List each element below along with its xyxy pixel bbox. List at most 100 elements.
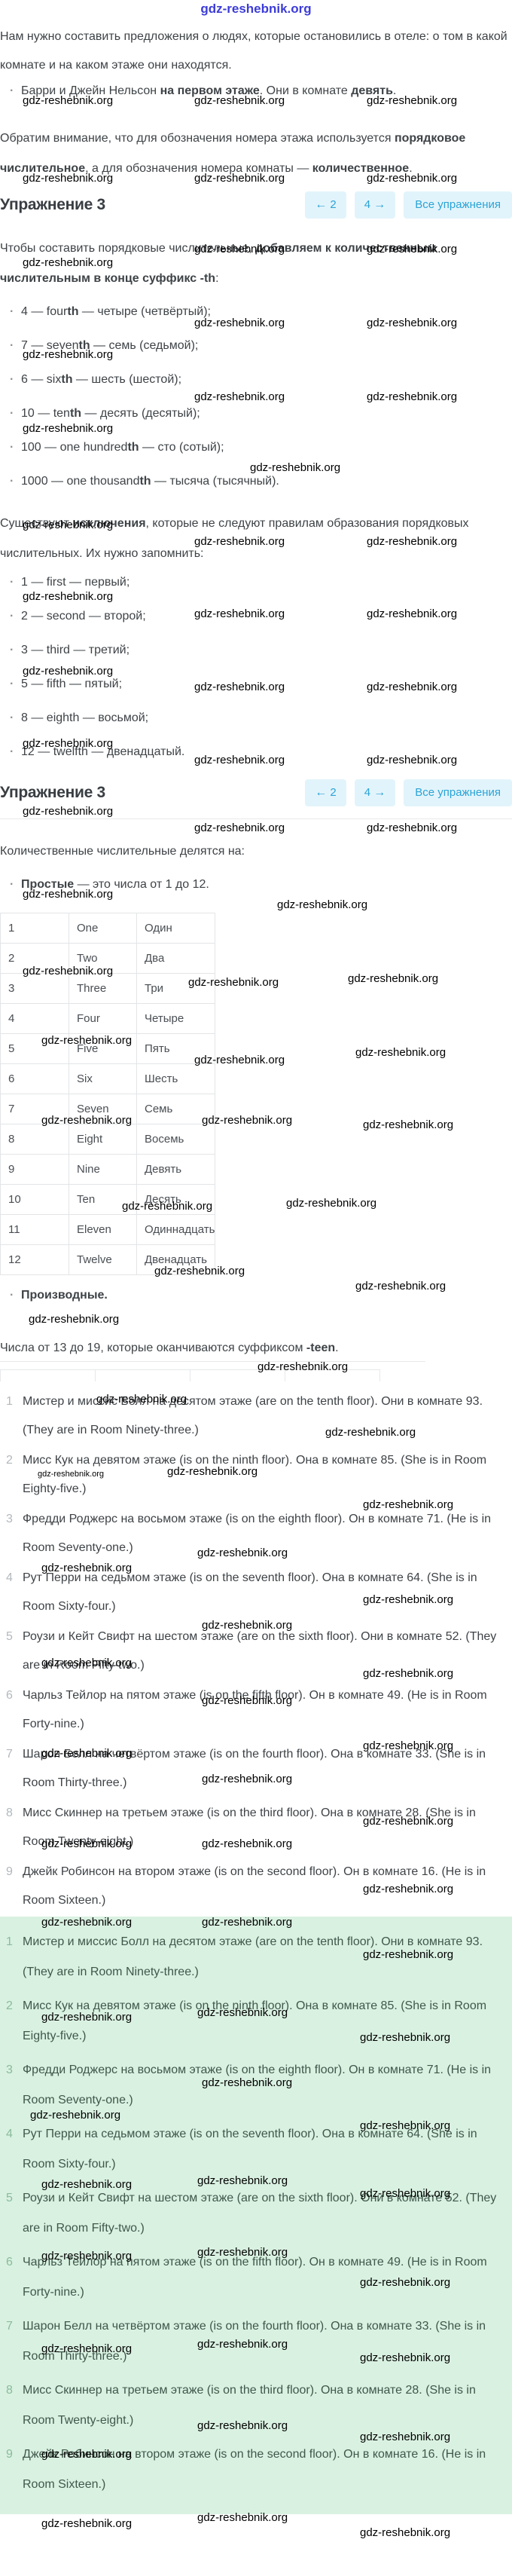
item-text: Роузи и Кейт Свифт на шестом этаже (are … bbox=[23, 1630, 497, 1672]
cell-digit: 4 bbox=[0, 1003, 69, 1034]
watermark: gdz-reshebnik.org bbox=[23, 805, 114, 818]
item-text: Джейк Робинсон на втором этаже (is on th… bbox=[23, 2448, 486, 2491]
answer-item: 1 Мистер и миссис Болл на десятом этаже (… bbox=[0, 1927, 512, 1987]
item-number: 9 bbox=[6, 1865, 13, 1878]
item-number: 3 bbox=[6, 2064, 13, 2076]
item-number: 6 bbox=[6, 1689, 13, 1702]
table-row: 2 Two Два bbox=[0, 943, 216, 974]
cell-english: Seven bbox=[69, 1094, 137, 1124]
cell-digit: 11 bbox=[0, 1214, 69, 1245]
item-number: 2 bbox=[6, 1454, 13, 1467]
watermark: gdz-reshebnik.org bbox=[348, 972, 439, 985]
table-row: 12 Twelve Двенадцать bbox=[0, 1244, 216, 1275]
exceptions-list: 1 — first — первый; 2 — second — второй;… bbox=[0, 574, 512, 761]
exercise-item: 2 Мисс Кук на девятом этаже (is on the ni… bbox=[0, 1446, 512, 1504]
numbers-table: 1 One Один 2 Two Два 3 Three Три 4 Four … bbox=[0, 913, 216, 1275]
table-row: 8 Eight Восемь bbox=[0, 1124, 216, 1155]
intro-paragraph: Нам нужно составить предложения о людях,… bbox=[0, 30, 507, 72]
table-row: 4 Four Четыре bbox=[0, 1003, 216, 1034]
exception-list-item: 2 — second — второй; bbox=[0, 607, 512, 626]
item-text: Мисс Скиннер на третьем этаже (is on the… bbox=[23, 2384, 476, 2427]
watermark: gdz-reshebnik.org bbox=[363, 1118, 454, 1131]
watermark: gdz-reshebnik.org bbox=[355, 1046, 446, 1059]
table-row: 3 Three Три bbox=[0, 973, 216, 1004]
exception-list-item: 3 — third — третий; bbox=[0, 641, 512, 659]
table-row: 10 Ten Десять bbox=[0, 1184, 216, 1215]
answer-item: 5 Роузи и Кейт Свифт на шестом этаже (are… bbox=[0, 2183, 512, 2244]
ordinal-list-item: 7 — seventh — семь (седьмой); bbox=[0, 337, 512, 355]
exceptions-intro: Существуют исключения, которые не следую… bbox=[0, 517, 469, 560]
table-row: 5 Five Пять bbox=[0, 1033, 216, 1064]
exception-list-item: 1 — first — первый; bbox=[0, 574, 512, 592]
cell-english: Ten bbox=[69, 1184, 137, 1215]
bullet-bold-room: девять bbox=[351, 84, 393, 97]
watermark: gdz-reshebnik.org bbox=[367, 821, 458, 834]
cell-english: Six bbox=[69, 1063, 137, 1094]
exercise-header: Упражнение 3 ← 2 4 → Все упражнения bbox=[0, 191, 512, 219]
item-number: 4 bbox=[6, 2128, 13, 2140]
cell-russian: Семь bbox=[136, 1094, 216, 1124]
cell-digit: 2 bbox=[0, 943, 69, 974]
item-text: Фредди Роджерс на восьмом этаже (is on t… bbox=[23, 1513, 492, 1554]
answer-item: 4 Рут Перри на седьмом этаже (is on the s… bbox=[0, 2119, 512, 2180]
item-text: Роузи и Кейт Свифт на шестом этаже (are … bbox=[23, 2192, 497, 2235]
derived-numbers-bullet: Производные. bbox=[0, 1284, 512, 1307]
answer-item: 9 Джейк Робинсон на втором этаже (is on t… bbox=[0, 2440, 512, 2500]
ordinal-list-item: 10 — tenth — десять (десятый); bbox=[0, 405, 512, 423]
watermark: gdz-reshebnik.org bbox=[360, 2526, 451, 2539]
next-exercise-button[interactable]: 4 → bbox=[354, 191, 396, 219]
item-number: 2 bbox=[6, 1999, 13, 2012]
answer-item: 2 Мисс Кук на девятом этаже (is on the ni… bbox=[0, 1991, 512, 2051]
item-text: Мисс Скиннер на третьем этаже (is on the… bbox=[23, 1807, 476, 1848]
item-text: Чарльз Тейлор на пятом этаже (is on the … bbox=[23, 2256, 487, 2299]
ordinal-list-item: 1000 — one thousandth — тысяча (тысячный… bbox=[0, 473, 512, 491]
cell-russian: Один bbox=[136, 913, 216, 944]
exercise-item: 8 Мисс Скиннер на третьем этаже (is on th… bbox=[0, 1799, 512, 1856]
cell-russian: Четыре bbox=[136, 1003, 216, 1034]
prev-exercise-button[interactable]: ← 2 bbox=[305, 779, 346, 806]
table-row: 1 One Один bbox=[0, 913, 216, 944]
exercise-item: 9 Джейк Робинсон на втором этаже (is on t… bbox=[0, 1858, 512, 1915]
cell-english: Two bbox=[69, 943, 137, 974]
item-text: Фредди Роджерс на восьмом этаже (is on t… bbox=[23, 2064, 492, 2106]
teen-note: Числа от 13 до 19, которые оканчиваются … bbox=[0, 1342, 339, 1354]
watermark: gdz-reshebnik.org bbox=[286, 1197, 377, 1210]
cell-english: Four bbox=[69, 1003, 137, 1034]
watermark: gdz-reshebnik.org bbox=[194, 821, 285, 834]
cell-digit: 8 bbox=[0, 1124, 69, 1155]
item-number: 3 bbox=[6, 1513, 13, 1525]
item-number: 7 bbox=[6, 2320, 13, 2333]
item-number: 8 bbox=[6, 2384, 13, 2397]
arrow-right-icon: → bbox=[373, 198, 386, 211]
cell-russian: Два bbox=[136, 943, 216, 974]
simple-numbers-bullet: Простые — это числа от 1 до 12. bbox=[0, 873, 512, 896]
arrow-right-icon: → bbox=[373, 786, 386, 799]
ordinal-list-item: 100 — one hundredth — сто (сотый); bbox=[0, 439, 512, 457]
cell-russian: Десять bbox=[136, 1184, 216, 1215]
prev-exercise-button[interactable]: ← 2 bbox=[305, 191, 346, 219]
exercise-item: 1 Мистер и миссис Болл на десятом этаже (… bbox=[0, 1387, 512, 1445]
exception-list-item: 5 — fifth — пятый; bbox=[0, 675, 512, 693]
item-number: 8 bbox=[6, 1807, 13, 1819]
item-number: 4 bbox=[6, 1571, 13, 1584]
item-text: Джейк Робинсон на втором этаже (is on th… bbox=[23, 1865, 486, 1907]
all-exercises-button[interactable]: Все упражнения bbox=[404, 779, 512, 806]
cell-russian: Три bbox=[136, 973, 216, 1004]
next-exercise-button[interactable]: 4 → bbox=[354, 779, 396, 806]
cell-english: Five bbox=[69, 1033, 137, 1064]
bullet-text: Барри и Джейн Нельсон bbox=[21, 84, 160, 97]
cardinal-intro: Количественные числительные делятся на: bbox=[0, 845, 245, 858]
item-number: 7 bbox=[6, 1748, 13, 1761]
all-exercises-button[interactable]: Все упражнения bbox=[404, 191, 512, 219]
answer-item: 7 Шарон Белл на четвёртом этаже (is on th… bbox=[0, 2311, 512, 2372]
item-number: 9 bbox=[6, 2448, 13, 2461]
answer-item: 6 Чарльз Тейлор на пятом этаже (is on the… bbox=[0, 2247, 512, 2308]
table-row: 7 Seven Семь bbox=[0, 1094, 216, 1124]
exercise-item: 4 Рут Перри на седьмом этаже (is on the s… bbox=[0, 1564, 512, 1621]
cell-russian: Двенадцать bbox=[136, 1244, 216, 1275]
item-number: 1 bbox=[6, 1935, 13, 1948]
site-watermark-top: gdz-reshebnik.org bbox=[200, 2, 312, 16]
item-text: Мисс Кук на девятом этаже (is on the nin… bbox=[23, 1454, 487, 1495]
cell-digit: 12 bbox=[0, 1244, 69, 1275]
cell-russian: Восемь bbox=[136, 1124, 216, 1155]
